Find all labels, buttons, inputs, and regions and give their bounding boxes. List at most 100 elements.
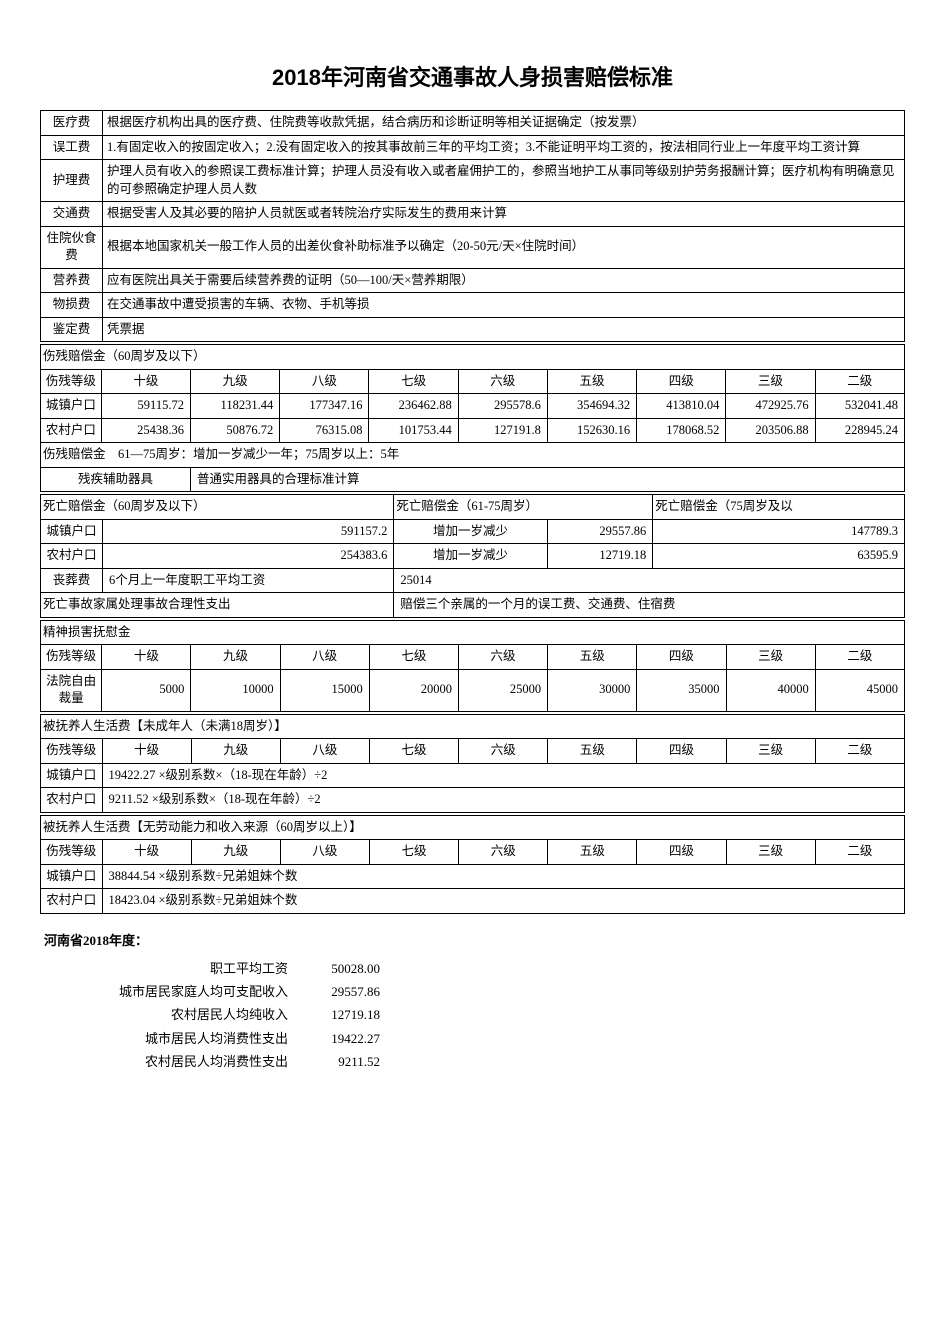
row-label: 城镇户口 bbox=[41, 519, 103, 544]
stats-row: 农村居民人均纯收入12719.18 bbox=[40, 1003, 905, 1026]
fee-label: 住院伙食费 bbox=[41, 226, 103, 268]
grade-header: 五级 bbox=[548, 739, 637, 764]
value-cell: 35000 bbox=[637, 669, 726, 711]
death-value: 63595.9 bbox=[653, 544, 905, 569]
stats-row: 农村居民人均消费性支出9211.52 bbox=[40, 1050, 905, 1073]
grade-header: 十级 bbox=[102, 840, 191, 865]
fee-label: 鉴定费 bbox=[41, 317, 103, 342]
family-desc: 赔偿三个亲属的一个月的误工费、交通费、住宿费 bbox=[394, 593, 905, 618]
funeral-label: 丧葬费 bbox=[41, 568, 103, 593]
grade-col-label: 伤残等级 bbox=[41, 840, 103, 865]
death-h2: 死亡赔偿金（61-75周岁） bbox=[394, 495, 653, 520]
stats-row: 城市居民家庭人均可支配收入29557.86 bbox=[40, 980, 905, 1003]
mental-header: 精神损害抚慰金 bbox=[41, 620, 905, 645]
value-cell: 25000 bbox=[458, 669, 547, 711]
value-cell: 76315.08 bbox=[280, 418, 369, 443]
row-label: 农村户口 bbox=[41, 788, 103, 813]
stats-value: 12719.18 bbox=[300, 1003, 380, 1026]
death-value: 12719.18 bbox=[547, 544, 653, 569]
grade-header: 八级 bbox=[280, 645, 369, 670]
stats-label: 农村居民人均消费性支出 bbox=[40, 1050, 300, 1073]
stats-label: 城市居民人均消费性支出 bbox=[40, 1027, 300, 1050]
grade-header: 六级 bbox=[458, 645, 547, 670]
fee-label: 物损费 bbox=[41, 293, 103, 318]
grade-col-label: 伤残等级 bbox=[41, 739, 103, 764]
disability-note: 伤残赔偿金 61—75周岁：增加一岁减少一年；75周岁以上：5年 bbox=[41, 443, 905, 468]
row-label: 农村户口 bbox=[41, 418, 102, 443]
formula-cell: 9211.52 ×级别系数×（18-现在年龄）÷2 bbox=[102, 788, 905, 813]
value-cell: 413810.04 bbox=[637, 394, 726, 419]
value-cell: 40000 bbox=[726, 669, 815, 711]
dependents-minor-table: 被抚养人生活费【未成年人（未满18周岁）】 伤残等级十级九级八级七级六级五级四级… bbox=[40, 714, 905, 813]
row-label: 农村户口 bbox=[41, 889, 103, 914]
stats-label: 城市居民家庭人均可支配收入 bbox=[40, 980, 300, 1003]
grade-header: 二级 bbox=[815, 369, 904, 394]
grade-header: 七级 bbox=[369, 369, 458, 394]
value-cell: 178068.52 bbox=[637, 418, 726, 443]
grade-header: 六级 bbox=[458, 369, 547, 394]
disability-table: 伤残赔偿金（60周岁及以下） 伤残等级十级九级八级七级六级五级四级三级二级 城镇… bbox=[40, 344, 905, 492]
grade-header: 十级 bbox=[101, 369, 190, 394]
fee-label: 交通费 bbox=[41, 202, 103, 227]
grade-header: 九级 bbox=[191, 739, 280, 764]
grade-header: 四级 bbox=[637, 739, 726, 764]
formula-cell: 18423.04 ×级别系数÷兄弟姐妹个数 bbox=[102, 889, 905, 914]
value-cell: 354694.32 bbox=[547, 394, 636, 419]
grade-header: 五级 bbox=[548, 840, 637, 865]
death-value: 147789.3 bbox=[653, 519, 905, 544]
grade-col-label: 伤残等级 bbox=[41, 645, 102, 670]
death-mid: 增加一岁减少 bbox=[394, 519, 547, 544]
row-label: 城镇户口 bbox=[41, 394, 102, 419]
grade-header: 五级 bbox=[547, 369, 636, 394]
death-h3: 死亡赔偿金（75周岁及以 bbox=[653, 495, 905, 520]
value-cell: 236462.88 bbox=[369, 394, 458, 419]
fee-label: 营养费 bbox=[41, 268, 103, 293]
grade-header: 二级 bbox=[815, 840, 904, 865]
grade-header: 七级 bbox=[369, 840, 458, 865]
fee-desc: 应有医院出具关于需要后续营养费的证明（50—100/天×营养期限） bbox=[103, 268, 905, 293]
row-label: 城镇户口 bbox=[41, 763, 103, 788]
value-cell: 127191.8 bbox=[458, 418, 547, 443]
stats-row: 城市居民人均消费性支出19422.27 bbox=[40, 1027, 905, 1050]
value-cell: 203506.88 bbox=[726, 418, 815, 443]
stats-label: 职工平均工资 bbox=[40, 957, 300, 980]
grade-header: 十级 bbox=[102, 645, 191, 670]
value-cell: 472925.76 bbox=[726, 394, 815, 419]
fee-desc: 在交通事故中遭受损害的车辆、衣物、手机等损 bbox=[103, 293, 905, 318]
value-cell: 101753.44 bbox=[369, 418, 458, 443]
row-label: 农村户口 bbox=[41, 544, 103, 569]
death-value: 29557.86 bbox=[547, 519, 653, 544]
grade-header: 三级 bbox=[726, 369, 815, 394]
fee-label: 医疗费 bbox=[41, 111, 103, 136]
row-label: 城镇户口 bbox=[41, 864, 103, 889]
grade-header: 十级 bbox=[102, 739, 191, 764]
grade-header: 八级 bbox=[280, 840, 369, 865]
grade-header: 二级 bbox=[815, 739, 904, 764]
death-value: 254383.6 bbox=[103, 544, 394, 569]
grade-header: 二级 bbox=[815, 645, 904, 670]
fee-desc: 根据受害人及其必要的陪护人员就医或者转院治疗实际发生的费用来计算 bbox=[103, 202, 905, 227]
stats-title: 河南省2018年度： bbox=[40, 930, 905, 949]
stats-value: 29557.86 bbox=[300, 980, 380, 1003]
formula-cell: 19422.27 ×级别系数×（18-现在年龄）÷2 bbox=[102, 763, 905, 788]
grade-header: 九级 bbox=[191, 840, 280, 865]
stats-value: 50028.00 bbox=[300, 957, 380, 980]
value-cell: 228945.24 bbox=[815, 418, 904, 443]
grade-header: 九级 bbox=[191, 645, 280, 670]
value-cell: 152630.16 bbox=[547, 418, 636, 443]
grade-header: 三级 bbox=[726, 840, 815, 865]
death-h1: 死亡赔偿金（60周岁及以下） bbox=[41, 495, 394, 520]
value-cell: 25438.36 bbox=[101, 418, 190, 443]
stats-label: 农村居民人均纯收入 bbox=[40, 1003, 300, 1026]
value-cell: 20000 bbox=[369, 669, 458, 711]
fee-label: 误工费 bbox=[41, 135, 103, 160]
grade-header: 七级 bbox=[369, 645, 458, 670]
grade-header: 三级 bbox=[726, 645, 815, 670]
value-cell: 45000 bbox=[815, 669, 904, 711]
value-cell: 50876.72 bbox=[190, 418, 279, 443]
grade-header: 八级 bbox=[280, 739, 369, 764]
value-cell: 177347.16 bbox=[280, 394, 369, 419]
death-value: 591157.2 bbox=[103, 519, 394, 544]
grade-header: 七级 bbox=[369, 739, 458, 764]
fee-desc: 凭票据 bbox=[103, 317, 905, 342]
